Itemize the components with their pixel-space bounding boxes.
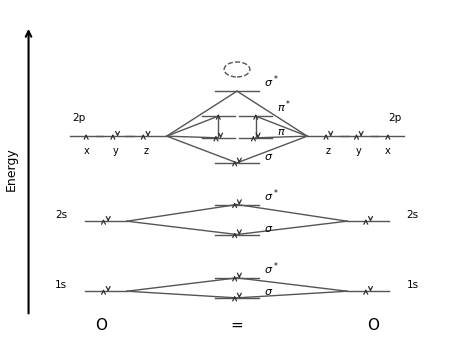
Text: z: z xyxy=(143,146,148,156)
Text: x: x xyxy=(385,146,391,156)
Text: z: z xyxy=(326,146,331,156)
Text: $\sigma$: $\sigma$ xyxy=(264,152,273,162)
Text: $\sigma^*$: $\sigma^*$ xyxy=(264,187,279,203)
Text: y: y xyxy=(356,146,362,156)
Text: $\sigma$: $\sigma$ xyxy=(264,287,273,297)
Text: $\sigma^*$: $\sigma^*$ xyxy=(264,74,279,90)
Text: =: = xyxy=(231,318,243,333)
Text: $\sigma$: $\sigma$ xyxy=(264,223,273,234)
Text: 2p: 2p xyxy=(73,113,86,123)
Text: y: y xyxy=(112,146,118,156)
Text: 2s: 2s xyxy=(407,210,419,220)
Text: $\sigma^*$: $\sigma^*$ xyxy=(264,260,279,277)
Text: 2p: 2p xyxy=(388,113,401,123)
Text: Energy: Energy xyxy=(5,147,18,192)
Text: 2s: 2s xyxy=(55,210,67,220)
Text: 1s: 1s xyxy=(407,280,419,290)
Text: O: O xyxy=(367,318,379,333)
Text: 1s: 1s xyxy=(55,280,67,290)
Text: x: x xyxy=(83,146,89,156)
Text: $\pi$: $\pi$ xyxy=(277,127,286,137)
Text: $\pi^*$: $\pi^*$ xyxy=(277,99,291,115)
Text: O: O xyxy=(95,318,107,333)
